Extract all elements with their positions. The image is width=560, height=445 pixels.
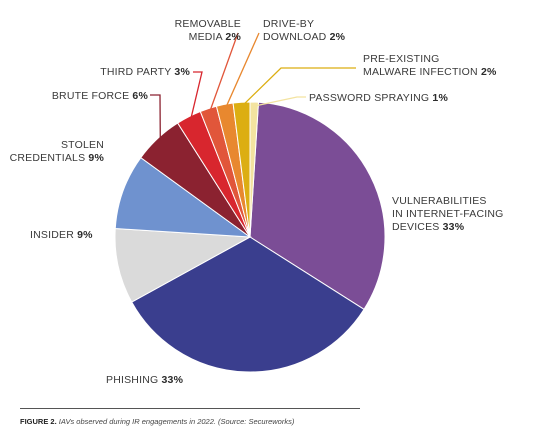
pie-slice [131,236,365,373]
caption-text: IAVs observed during IR engagements in 2… [58,417,295,426]
slice-label: DRIVE-BY DOWNLOAD 2% [263,18,346,43]
leader-line [241,67,356,107]
leader-line [208,32,239,113]
caption-prefix: FIGURE 2. [20,417,57,426]
pie-slices [114,101,386,373]
figure-caption: FIGURE 2. IAVs observed during IR engage… [20,417,540,426]
pie-slice [249,101,260,238]
slice-label: VULNERABILITIES IN INTERNET-FACING DEVICES… [392,195,504,233]
leader-line [224,32,260,109]
slice-label: STOLEN CREDENTIALS 9% [10,139,105,164]
slice-labels: VULNERABILITIES IN INTERNET-FACING DEVICES… [10,18,504,386]
leader-line [189,71,203,121]
pie-slice [249,101,386,311]
caption-divider [20,408,360,409]
leader-line [150,94,161,142]
slice-label: PASSWORD SPRAYING 1% [309,92,448,104]
leader-lines [150,32,356,142]
slice-label: THIRD PARTY 3% [100,66,190,78]
leader-line [253,96,306,107]
slice-label: REMOVABLE MEDIA 2% [175,18,242,43]
slice-label: BRUTE FORCE 6% [52,90,149,102]
slice-label: PHISHING 33% [106,374,184,386]
slice-label: PRE-EXISTING MALWARE INFECTION 2% [363,53,497,78]
slice-label: INSIDER 9% [30,229,93,241]
